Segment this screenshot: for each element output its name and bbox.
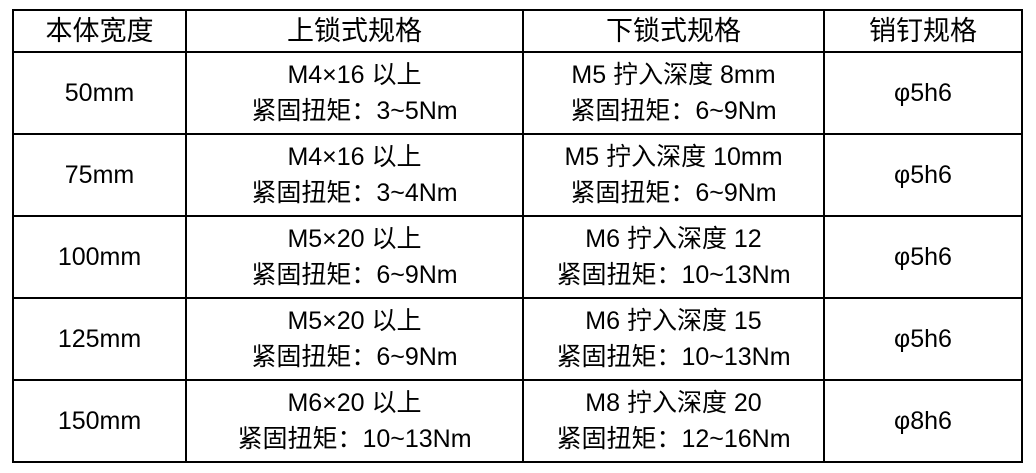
header-pin: 销钉规格 bbox=[823, 9, 1023, 53]
lower-lock-cell: M5 拧入深度 8mm 紧固扭矩：6~9Nm bbox=[522, 51, 825, 135]
table-row: 125mm M5×20 以上 紧固扭矩：6~9Nm M6 拧入深度 15 紧固扭矩：10… bbox=[12, 297, 1023, 381]
lower-lock-cell: M5 拧入深度 10mm 紧固扭矩：6~9Nm bbox=[522, 133, 825, 217]
lower-lock-cell-line: 紧固扭矩：6~9Nm bbox=[570, 179, 777, 207]
lower-lock-cell-line: 紧固扭矩：10~13Nm bbox=[556, 261, 791, 289]
upper-lock-cell-line: 紧固扭矩：10~13Nm bbox=[237, 425, 472, 453]
lower-lock-cell: M6 拧入深度 12 紧固扭矩：10~13Nm bbox=[522, 215, 825, 299]
lower-lock-cell-line: M5 拧入深度 10mm bbox=[564, 143, 783, 171]
header-row: 本体宽度 上锁式规格 下锁式规格 销钉规格 bbox=[12, 9, 1023, 53]
upper-lock-cell: M6×20 以上紧固扭矩：10~13Nm bbox=[185, 379, 524, 463]
table-row: 100mm M5×20 以上 紧固扭矩：6~9Nm M6 拧入深度 12 紧固扭矩：10… bbox=[12, 215, 1023, 299]
lower-lock-cell-line: M5 拧入深度 8mm bbox=[571, 61, 776, 89]
upper-lock-cell: M5×20 以上紧固扭矩：6~9Nm bbox=[185, 297, 524, 381]
upper-lock-cell-line: 紧固扭矩：3~5Nm bbox=[251, 97, 458, 125]
pin-cell: φ5h6 bbox=[823, 133, 1023, 217]
body-width-cell: 75mm bbox=[12, 133, 187, 217]
lower-lock-cell-line: 紧固扭矩：6~9Nm bbox=[570, 97, 777, 125]
upper-lock-cell-line: 紧固扭矩：6~9Nm bbox=[251, 343, 458, 371]
upper-lock-cell-line: 紧固扭矩：3~4Nm bbox=[251, 179, 458, 207]
spec-table: 本体宽度 上锁式规格 下锁式规格 销钉规格 50mm M4×16 以上 紧固扭矩：3… bbox=[12, 9, 1023, 463]
upper-lock-cell: M4×16 以上紧固扭矩：3~5Nm bbox=[185, 51, 524, 135]
pin-cell: φ5h6 bbox=[823, 215, 1023, 299]
upper-lock-cell-line: 紧固扭矩：6~9Nm bbox=[251, 261, 458, 289]
lower-lock-cell: M8 拧入深度 20 紧固扭矩：12~16Nm bbox=[522, 379, 825, 463]
lower-lock-cell-line: 紧固扭矩：10~13Nm bbox=[556, 343, 791, 371]
upper-lock-cell-line: M5×20 以上 bbox=[287, 225, 422, 253]
table-row: 150mm M6×20 以上 紧固扭矩：10~13Nm M8 拧入深度 20 紧固扭矩：… bbox=[12, 379, 1023, 463]
pin-cell: φ8h6 bbox=[823, 379, 1023, 463]
upper-lock-cell: M5×20 以上紧固扭矩：6~9Nm bbox=[185, 215, 524, 299]
lower-lock-cell-line: M6 拧入深度 12 bbox=[585, 225, 762, 253]
header-body-width: 本体宽度 bbox=[12, 9, 187, 53]
upper-lock-cell-line: M5×20 以上 bbox=[287, 307, 422, 335]
table-row: 50mm M4×16 以上 紧固扭矩：3~5Nm M5 拧入深度 8mm 紧固扭矩：6~… bbox=[12, 51, 1023, 135]
lower-lock-cell-line: M6 拧入深度 15 bbox=[585, 307, 762, 335]
lower-lock-cell-line: 紧固扭矩：12~16Nm bbox=[556, 425, 791, 453]
lower-lock-cell: M6 拧入深度 15 紧固扭矩：10~13Nm bbox=[522, 297, 825, 381]
body-width-cell: 150mm bbox=[12, 379, 187, 463]
header-lower-lock: 下锁式规格 bbox=[522, 9, 825, 53]
body-width-cell: 100mm bbox=[12, 215, 187, 299]
upper-lock-cell-line: M4×16 以上 bbox=[287, 143, 422, 171]
upper-lock-cell: M4×16 以上紧固扭矩：3~4Nm bbox=[185, 133, 524, 217]
upper-lock-cell-line: M4×16 以上 bbox=[287, 61, 422, 89]
header-upper-lock: 上锁式规格 bbox=[185, 9, 524, 53]
pin-cell: φ5h6 bbox=[823, 51, 1023, 135]
upper-lock-cell-line: M6×20 以上 bbox=[287, 389, 422, 417]
lower-lock-cell-line: M8 拧入深度 20 bbox=[585, 389, 762, 417]
body-width-cell: 125mm bbox=[12, 297, 187, 381]
body-width-cell: 50mm bbox=[12, 51, 187, 135]
pin-cell: φ5h6 bbox=[823, 297, 1023, 381]
table-row: 75mm M4×16 以上 紧固扭矩：3~4Nm M5 拧入深度 10mm 紧固扭矩：6… bbox=[12, 133, 1023, 217]
